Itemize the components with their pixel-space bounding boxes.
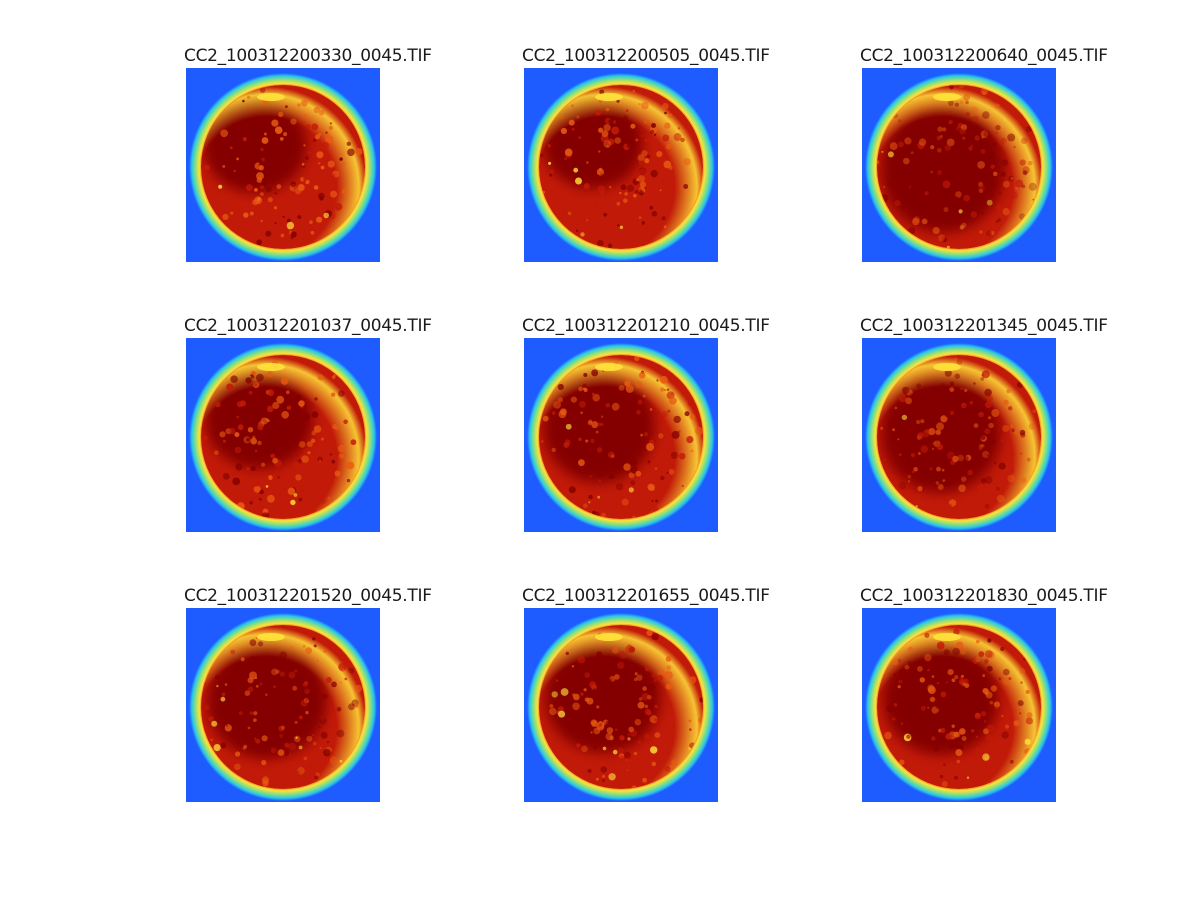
heatmap-image — [524, 338, 718, 532]
subplot-panel-2: CC2_100312200505_0045.TIF — [522, 45, 794, 275]
subplot-title: CC2_100312200640_0045.TIF — [860, 46, 1108, 66]
subplot-panel-7: CC2_100312201520_0045.TIF — [184, 585, 456, 815]
subplot-panel-8: CC2_100312201655_0045.TIF — [522, 585, 794, 815]
subplot-title: CC2_100312200330_0045.TIF — [184, 46, 432, 66]
subplot-panel-3: CC2_100312200640_0045.TIF — [860, 45, 1132, 275]
heatmap-image — [862, 68, 1056, 262]
subplot-panel-9: CC2_100312201830_0045.TIF — [860, 585, 1132, 815]
subplot-title: CC2_100312201520_0045.TIF — [184, 586, 432, 606]
heatmap-image — [524, 68, 718, 262]
subplot-title: CC2_100312201655_0045.TIF — [522, 586, 770, 606]
heatmap-image — [862, 608, 1056, 802]
subplot-title: CC2_100312201830_0045.TIF — [860, 586, 1108, 606]
heatmap-image — [186, 68, 380, 262]
heatmap-image — [862, 338, 1056, 532]
subplot-panel-1: CC2_100312200330_0045.TIF — [184, 45, 456, 275]
subplot-panel-4: CC2_100312201037_0045.TIF — [184, 315, 456, 545]
heatmap-image — [524, 608, 718, 802]
subplot-title: CC2_100312201210_0045.TIF — [522, 316, 770, 336]
subplot-panel-5: CC2_100312201210_0045.TIF — [522, 315, 794, 545]
subplot-title: CC2_100312200505_0045.TIF — [522, 46, 770, 66]
subplot-title: CC2_100312201345_0045.TIF — [860, 316, 1108, 336]
subplot-panel-6: CC2_100312201345_0045.TIF — [860, 315, 1132, 545]
heatmap-image — [186, 608, 380, 802]
subplot-title: CC2_100312201037_0045.TIF — [184, 316, 432, 336]
heatmap-image — [186, 338, 380, 532]
